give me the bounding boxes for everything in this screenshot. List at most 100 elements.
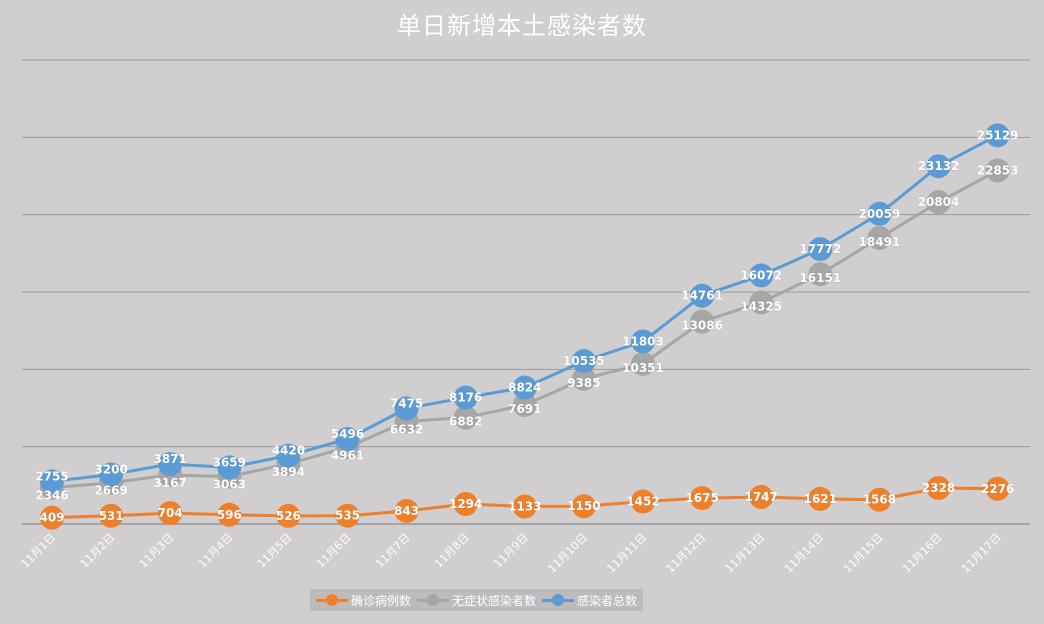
data-label-1: 14325 [740,299,782,313]
data-label-0: 1568 [863,493,896,507]
data-label-2: 8824 [508,381,541,395]
data-label-0: 1747 [744,490,777,504]
data-point-1 [631,351,655,376]
legend-swatch-asymptomatic [417,594,450,606]
data-point-1 [985,158,1010,183]
data-label-1: 18491 [859,235,901,249]
data-point-0 [926,475,951,500]
data-point-1 [690,309,715,334]
series-line-2 [51,134,999,483]
data-point-2 [571,349,596,374]
x-tick-label: 11月2日 [78,531,118,571]
data-point-1 [808,262,833,287]
data-point-2 [512,375,537,400]
x-tick-label: 11月16日 [900,531,945,576]
data-point-2 [926,154,951,179]
data-point-1 [926,190,951,215]
data-point-0 [158,501,183,526]
data-point-0 [749,484,774,509]
x-tick-label: 11月6日 [314,531,354,571]
data-point-0 [985,476,1010,501]
data-label-2: 11803 [622,334,664,348]
data-point-2 [690,283,715,308]
data-label-1: 2669 [94,484,127,498]
data-point-2 [631,329,655,354]
data-point-2 [985,123,1010,148]
legend-label-total: 感染者总数 [577,593,638,608]
data-point-1 [512,393,537,418]
data-label-2: 16072 [740,268,782,282]
x-tick-label: 11月15日 [841,531,886,576]
data-label-2: 10535 [563,354,605,368]
data-label-1: 10351 [622,361,664,375]
data-point-2 [808,237,833,262]
data-label-0: 1452 [626,495,659,509]
x-tick-label: 11月8日 [432,531,472,571]
data-label-1: 7691 [508,402,541,416]
data-label-0: 1150 [567,499,600,513]
data-label-0: 409 [39,511,64,525]
data-label-0: 531 [99,509,124,523]
legend-item-confirmed[interactable]: 确诊病例数 [316,592,411,609]
data-label-0: 526 [276,509,301,523]
data-label-2: 5496 [331,427,364,441]
data-point-2 [867,201,892,226]
data-label-1: 22853 [977,164,1019,178]
data-label-2: 14761 [681,289,723,303]
data-label-0: 596 [217,508,242,522]
data-label-0: 1675 [685,491,718,505]
data-label-0: 535 [335,509,360,523]
data-point-2 [99,462,124,487]
data-point-0 [453,491,478,516]
data-label-0: 2328 [922,481,955,495]
data-label-1: 13086 [681,319,723,333]
legend-swatch-total [542,594,575,606]
x-tick-label: 11月11日 [605,531,650,576]
legend-item-asymptomatic[interactable]: 无症状感染者数 [417,592,536,609]
data-label-2: 25129 [977,128,1019,142]
data-label-2: 17772 [799,242,841,256]
x-tick-label: 11月14日 [782,531,827,576]
data-label-1: 20804 [918,195,960,209]
x-tick-label: 11月4日 [196,531,236,571]
data-label-1: 6882 [449,415,482,429]
data-label-2: 3871 [153,452,186,466]
data-label-1: 16151 [799,271,841,285]
legend-label-confirmed: 确诊病例数 [351,593,412,608]
data-point-2 [453,385,478,410]
data-label-2: 4420 [272,444,305,458]
x-tick-label: 11月13日 [723,531,768,576]
data-point-2 [158,452,183,477]
data-point-2 [335,426,360,451]
data-label-1: 9385 [567,376,600,390]
data-point-0 [512,494,537,519]
data-label-0: 1133 [508,499,541,513]
data-label-1: 6632 [390,422,423,436]
series-line-1 [51,169,999,490]
data-point-1 [867,226,892,251]
x-tick-label: 11月17日 [959,531,1004,576]
data-point-2 [40,469,64,494]
data-point-0 [276,503,301,528]
x-tick-label: 11月1日 [19,531,59,571]
data-point-0 [808,486,833,511]
data-point-1 [571,366,596,391]
legend-swatch-confirmed [316,594,348,606]
data-point-0 [217,502,242,527]
data-label-0: 2276 [981,482,1014,496]
data-label-1: 3063 [213,478,246,492]
x-tick-label: 11月5日 [255,531,295,571]
x-tick-label: 11月12日 [664,531,709,576]
data-label-2: 23132 [918,159,960,173]
data-label-2: 7475 [390,396,423,410]
data-label-0: 843 [394,504,419,518]
data-point-2 [276,443,301,468]
legend-item-total[interactable]: 感染者总数 [542,592,637,609]
data-label-1: 3167 [153,476,186,490]
data-point-0 [867,487,892,512]
data-point-0 [690,486,715,511]
x-tick-label: 11月10日 [545,531,590,576]
legend: 确诊病例数 无症状感染者数 感染者总数 [310,589,644,611]
data-point-0 [631,489,655,514]
